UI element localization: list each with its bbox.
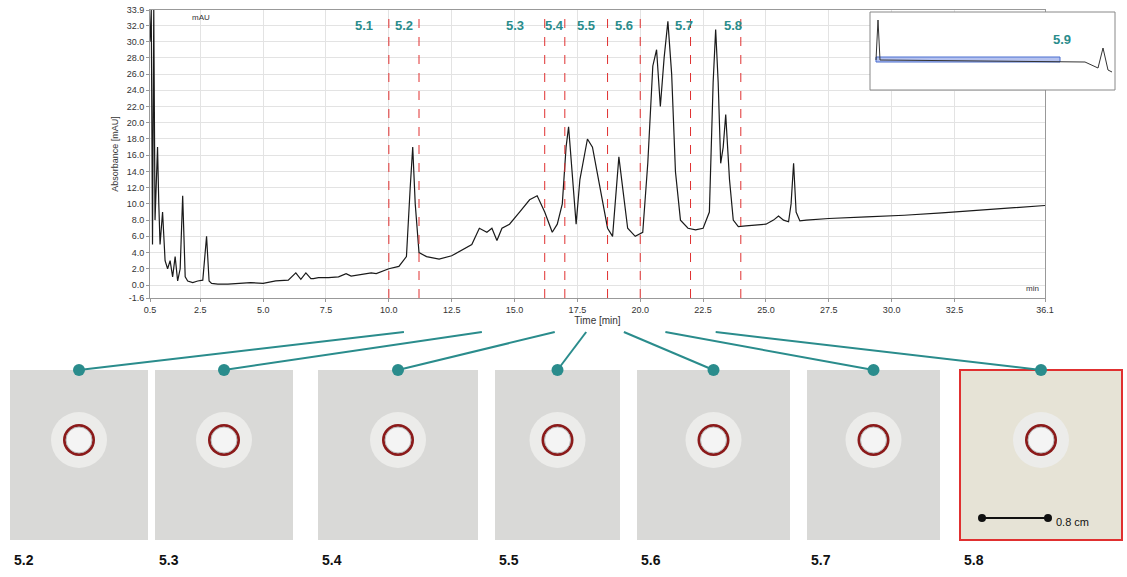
svg-text:mAU: mAU — [192, 13, 210, 22]
svg-text:10.0: 10.0 — [127, 199, 145, 209]
svg-text:-1.6: -1.6 — [129, 293, 145, 303]
svg-text:4.0: 4.0 — [132, 248, 145, 258]
svg-text:32.0: 32.0 — [127, 21, 145, 31]
svg-text:22.0: 22.0 — [127, 102, 145, 112]
svg-text:0.5: 0.5 — [144, 305, 157, 315]
svg-text:5.8: 5.8 — [964, 552, 984, 568]
svg-text:2.0: 2.0 — [132, 264, 145, 274]
svg-text:5.6: 5.6 — [641, 552, 661, 568]
svg-text:0.8 cm: 0.8 cm — [1056, 516, 1089, 528]
svg-text:17.5: 17.5 — [569, 305, 587, 315]
svg-text:12.0: 12.0 — [127, 183, 145, 193]
svg-text:5.7: 5.7 — [811, 552, 831, 568]
svg-text:min: min — [1026, 284, 1039, 293]
svg-text:14.0: 14.0 — [127, 167, 145, 177]
svg-text:6.0: 6.0 — [132, 231, 145, 241]
svg-text:25.0: 25.0 — [757, 305, 775, 315]
svg-text:15.0: 15.0 — [506, 305, 524, 315]
svg-text:Time [min]: Time [min] — [574, 315, 621, 326]
svg-text:5.4: 5.4 — [322, 552, 342, 568]
svg-text:8.0: 8.0 — [132, 215, 145, 225]
svg-text:18.0: 18.0 — [127, 134, 145, 144]
svg-text:27.5: 27.5 — [820, 305, 838, 315]
svg-text:16.0: 16.0 — [127, 150, 145, 160]
svg-text:5.4: 5.4 — [545, 18, 564, 33]
svg-text:5.2: 5.2 — [14, 552, 34, 568]
svg-text:5.6: 5.6 — [615, 18, 633, 33]
svg-text:5.7: 5.7 — [675, 18, 693, 33]
svg-text:5.2: 5.2 — [395, 18, 413, 33]
svg-text:20.0: 20.0 — [631, 305, 649, 315]
svg-text:5.5: 5.5 — [577, 18, 595, 33]
svg-text:5.3: 5.3 — [159, 552, 179, 568]
svg-text:Absorbance [mAU]: Absorbance [mAU] — [110, 116, 120, 192]
svg-text:5.5: 5.5 — [499, 552, 519, 568]
svg-text:26.0: 26.0 — [127, 69, 145, 79]
svg-text:30.0: 30.0 — [883, 305, 901, 315]
svg-text:36.1: 36.1 — [1036, 305, 1054, 315]
svg-text:7.5: 7.5 — [320, 305, 333, 315]
svg-text:5.3: 5.3 — [506, 18, 524, 33]
svg-text:33.9: 33.9 — [127, 5, 145, 15]
svg-text:10.0: 10.0 — [380, 305, 398, 315]
svg-text:30.0: 30.0 — [127, 37, 145, 47]
svg-text:2.5: 2.5 — [194, 305, 207, 315]
svg-text:5.0: 5.0 — [257, 305, 270, 315]
svg-text:5.8: 5.8 — [724, 18, 742, 33]
svg-text:5.9: 5.9 — [1053, 32, 1071, 47]
svg-text:20.0: 20.0 — [127, 118, 145, 128]
svg-text:5.1: 5.1 — [355, 18, 373, 33]
svg-text:32.5: 32.5 — [946, 305, 964, 315]
svg-text:22.5: 22.5 — [694, 305, 712, 315]
svg-text:0.0: 0.0 — [132, 280, 145, 290]
svg-text:12.5: 12.5 — [443, 305, 461, 315]
svg-text:28.0: 28.0 — [127, 53, 145, 63]
svg-text:24.0: 24.0 — [127, 85, 145, 95]
